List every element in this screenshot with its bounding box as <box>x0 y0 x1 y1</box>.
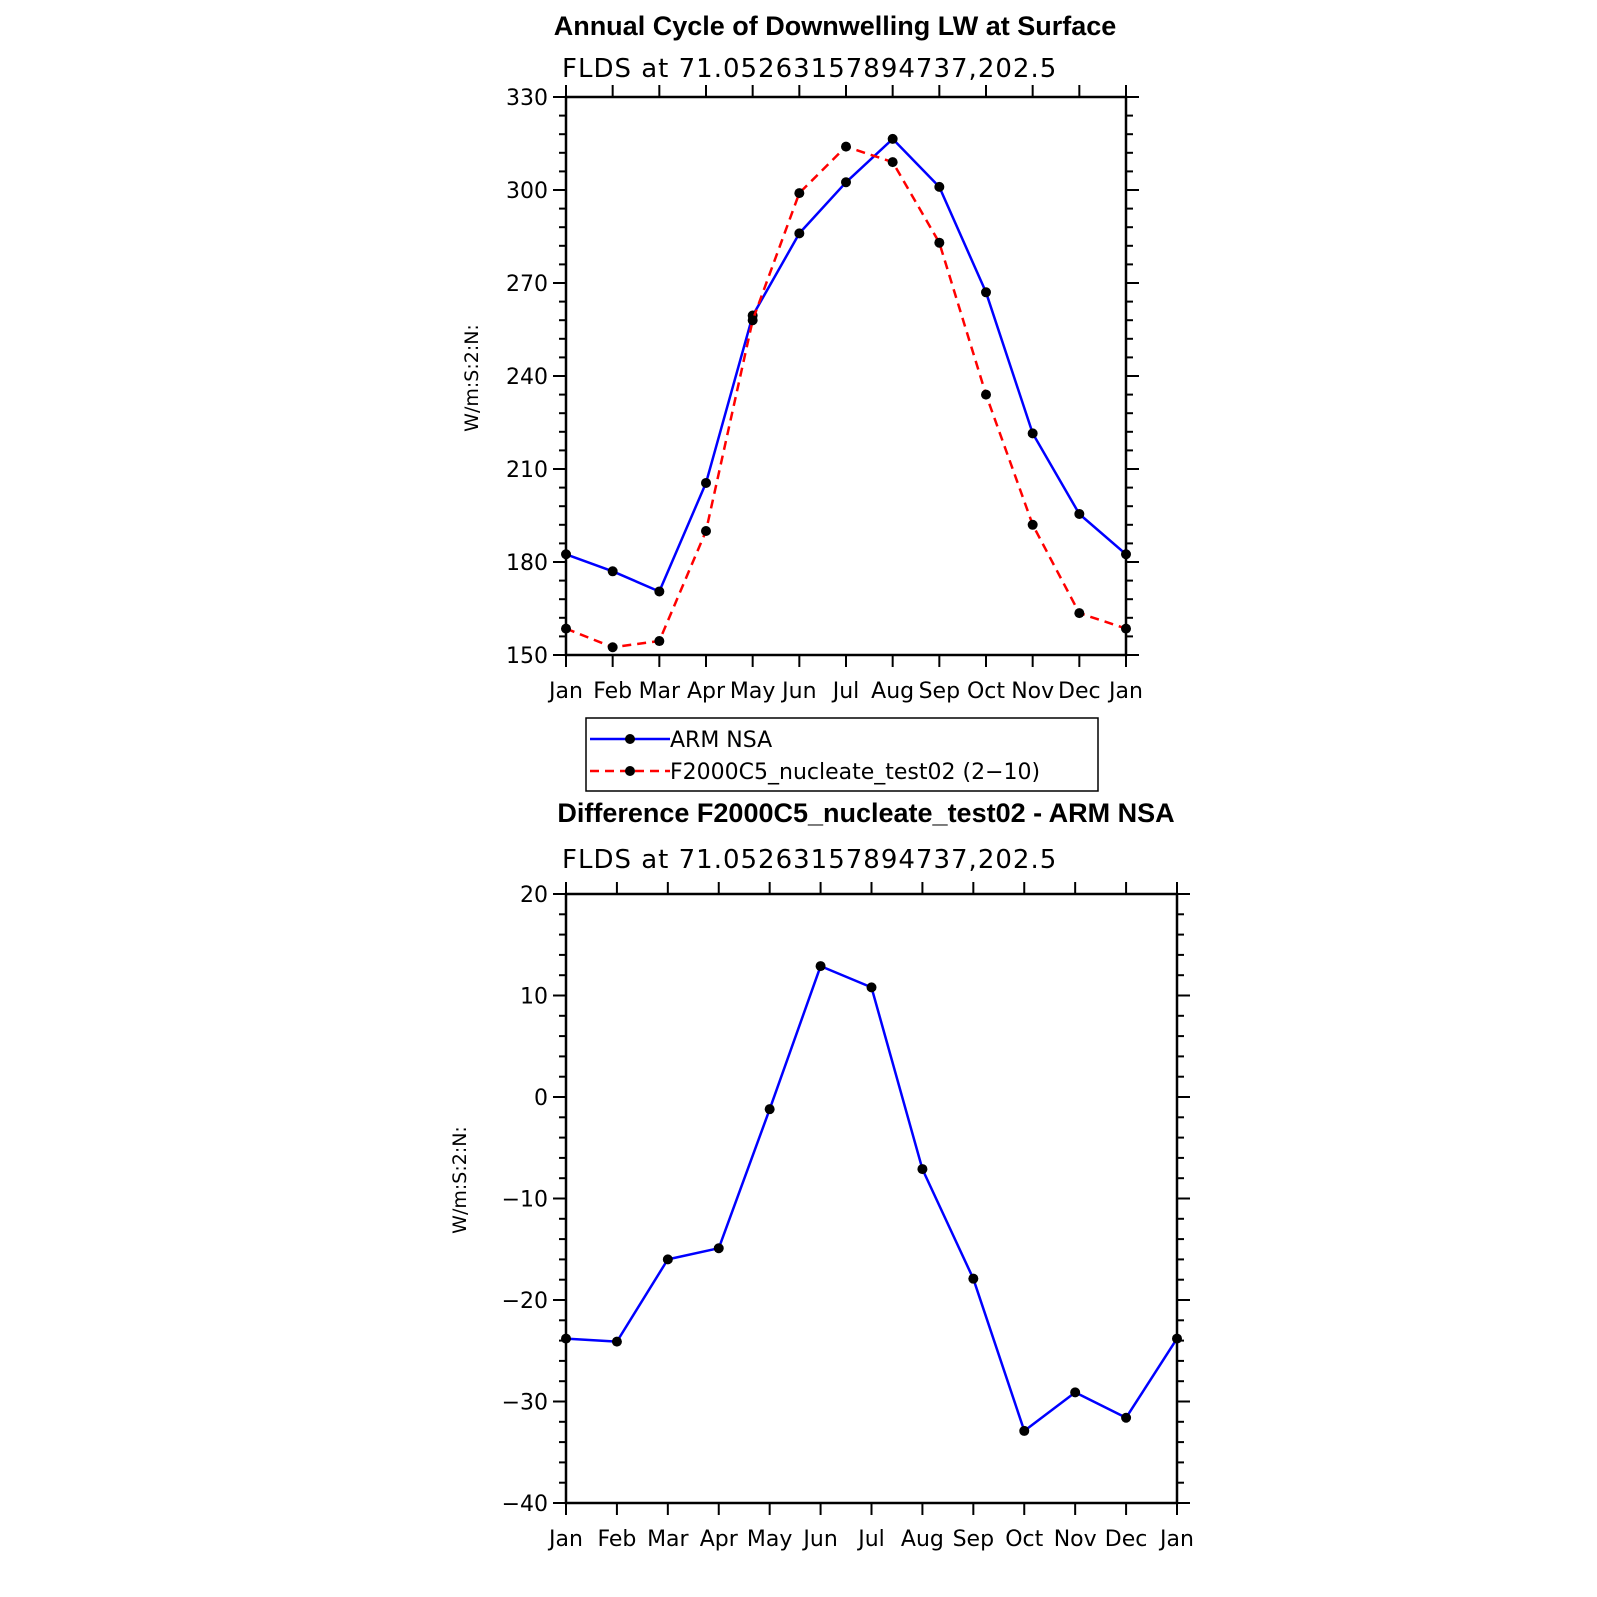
chart-1-xtick-label: Nov <box>1054 1527 1097 1552</box>
chart-0-xtick-label: Feb <box>593 679 632 704</box>
chart-0-ytick-label: 270 <box>506 272 548 297</box>
chart-0-xtick-label: Jul <box>831 679 860 704</box>
chart-0-point-f2000c5-nucleate-test02-2-10 <box>654 636 665 647</box>
top-chart-title: Annual Cycle of Downwelling LW at Surfac… <box>554 11 1117 41</box>
chart-1-line-series-0 <box>565 964 1179 1433</box>
chart-0-point-arm-nsa <box>981 287 991 298</box>
chart-0-point-f2000c5-nucleate-test02-2-10 <box>887 157 898 168</box>
chart-0-point-arm-nsa <box>1027 428 1038 439</box>
chart-1-xtick-label: Apr <box>700 1527 739 1552</box>
chart-0-point-f2000c5-nucleate-test02-2-10 <box>841 141 851 152</box>
chart-0-point-arm-nsa <box>1074 508 1085 519</box>
chart-1-point-series-0 <box>611 1336 622 1347</box>
chart-1-point-series-0 <box>662 1254 673 1265</box>
chart-1-ytick-label: 20 <box>520 883 548 908</box>
chart-0-xtick-label: May <box>730 679 775 704</box>
chart-1-point-series-0 <box>713 1243 724 1254</box>
chart-0-xtick-label: Jun <box>780 679 816 704</box>
chart-0-point-f2000c5-nucleate-test02-2-10 <box>1074 608 1085 619</box>
chart-1-ytick-label: −40 <box>502 1492 548 1517</box>
chart-0-point-arm-nsa <box>934 181 945 192</box>
chart-0-ytick-label: 240 <box>506 365 548 390</box>
legend-label-f2000c5: F2000C5_nucleate_test02 (2−10) <box>670 760 1040 785</box>
top-chart-subtitle: FLDS at 71.05263157894737,202.5 <box>562 54 1057 84</box>
chart-0-xtick-label: Dec <box>1058 679 1101 704</box>
chart-1-xtick-label: Sep <box>953 1527 994 1552</box>
chart-1-point-series-0 <box>1070 1387 1081 1398</box>
chart-0-xtick-label: Jan <box>547 679 583 704</box>
bottom-chart-title: Difference F2000C5_nucleate_test02 - ARM… <box>557 798 1174 828</box>
chart-0-xtick-label: Aug <box>871 679 914 704</box>
chart-0-line-f2000c5-nucleate-test02-2-10 <box>565 145 1127 649</box>
bottom-chart-ylabel: W/m:S:2:N: <box>449 1126 471 1234</box>
chart-1-point-series-0 <box>815 961 826 972</box>
chart-0-point-f2000c5-nucleate-test02-2-10 <box>934 237 945 248</box>
legend: ARM NSA F2000C5_nucleate_test02 (2−10) <box>585 717 1099 792</box>
chart-1-ytick-label: −10 <box>502 1188 548 1213</box>
chart-0-point-f2000c5-nucleate-test02-2-10 <box>1027 519 1038 530</box>
chart-0-point-f2000c5-nucleate-test02-2-10 <box>794 188 805 199</box>
chart-0-point-f2000c5-nucleate-test02-2-10 <box>701 526 711 536</box>
bottom-chart-subtitle: FLDS at 71.05263157894737,202.5 <box>562 845 1057 875</box>
chart-0-xtick-label: Mar <box>639 679 681 704</box>
chart-0-xtick-label: Nov <box>1011 679 1054 704</box>
chart-0-point-f2000c5-nucleate-test02-2-10 <box>561 623 571 634</box>
chart-1-xtick-label: Dec <box>1105 1527 1148 1552</box>
chart-1-point-series-0 <box>561 1333 571 1344</box>
top-chart-ylabel: W/m:S:2:N: <box>461 324 483 432</box>
legend-marker-f2000c5 <box>625 766 635 776</box>
chart-0-point-f2000c5-nucleate-test02-2-10 <box>981 389 991 400</box>
chart-0-point-arm-nsa <box>561 549 571 560</box>
chart-1-xtick-label: Aug <box>901 1527 944 1552</box>
chart-0-point-f2000c5-nucleate-test02-2-10 <box>1121 623 1131 634</box>
chart-1-xtick-label: Mar <box>647 1527 689 1552</box>
chart-1-xtick-label: Jan <box>547 1527 583 1552</box>
chart-1-point-series-0 <box>764 1104 775 1115</box>
chart-1-ytick-label: 0 <box>534 1086 548 1111</box>
chart-1-point-series-0 <box>968 1273 979 1284</box>
chart-0-point-arm-nsa <box>607 566 618 577</box>
chart-1-xtick-label: May <box>747 1527 792 1552</box>
chart-0-point-arm-nsa <box>841 177 851 188</box>
chart-1-point-series-0 <box>1019 1425 1030 1436</box>
chart-0-xtick-label: Sep <box>919 679 960 704</box>
chart-1-point-series-0 <box>917 1164 928 1175</box>
chart-1-xtick-label: Feb <box>597 1527 636 1552</box>
chart-1-ytick-label: −20 <box>502 1289 548 1314</box>
chart-1-xtick-label: Oct <box>1005 1527 1043 1552</box>
chart-1-xtick-label: Jan <box>1158 1527 1194 1552</box>
chart-0-point-arm-nsa <box>887 133 898 144</box>
chart-1-ytick-label: 10 <box>520 985 548 1010</box>
chart-0-xtick-label: Jan <box>1107 679 1143 704</box>
chart-0-line-arm-nsa <box>565 137 1127 593</box>
chart-0-point-arm-nsa <box>654 586 665 597</box>
chart-0-point-f2000c5-nucleate-test02-2-10 <box>747 315 758 326</box>
legend-box <box>585 717 1099 792</box>
chart-0-point-arm-nsa <box>701 477 711 488</box>
chart-1-xtick-label: Jul <box>856 1527 885 1552</box>
chart-0-ytick-label: 150 <box>506 644 548 669</box>
chart-0-ytick-label: 300 <box>506 179 548 204</box>
chart-1-point-series-0 <box>1121 1412 1132 1423</box>
chart-0-ytick-label: 210 <box>506 458 548 483</box>
chart-0-point-arm-nsa <box>1121 549 1131 560</box>
chart-0-xtick-label: Oct <box>967 679 1005 704</box>
chart-1-xtick-label: Jun <box>801 1527 837 1552</box>
chart-0-point-arm-nsa <box>794 228 805 239</box>
top-plot-area: 150 180 210 240 270 300 330 Jan Feb Mar Apr May Jun J… <box>506 85 1143 704</box>
chart-1-ytick-label: −30 <box>502 1391 548 1416</box>
legend-marker-arm-nsa <box>625 734 635 744</box>
chart-1-point-series-0 <box>1172 1333 1182 1344</box>
chart-0-point-f2000c5-nucleate-test02-2-10 <box>607 642 618 653</box>
chart-0-xtick-label: Apr <box>687 679 726 704</box>
chart-0-ytick-label: 180 <box>506 551 548 576</box>
chart-1-point-series-0 <box>866 982 877 993</box>
bottom-plot-area: −40 −30 −20 −10 0 10 20 Jan Feb Mar Apr May Jun Jul Au… <box>502 882 1194 1552</box>
chart-0-ytick-label: 330 <box>506 86 548 111</box>
legend-label-arm-nsa: ARM NSA <box>670 728 772 753</box>
